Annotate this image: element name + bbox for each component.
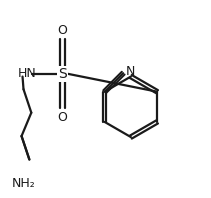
Text: NH₂: NH₂ xyxy=(12,177,35,190)
Text: S: S xyxy=(58,67,67,81)
Text: O: O xyxy=(58,111,68,124)
Text: HN: HN xyxy=(18,67,37,80)
Text: O: O xyxy=(58,24,68,36)
Text: N: N xyxy=(126,65,135,78)
